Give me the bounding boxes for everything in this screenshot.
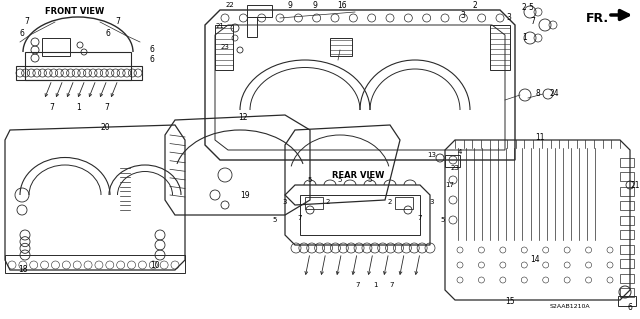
Text: 23: 23 — [221, 44, 229, 50]
Bar — [620, 259, 634, 268]
Bar — [620, 158, 634, 167]
Bar — [620, 274, 634, 283]
Text: 5: 5 — [441, 217, 445, 223]
Bar — [5, 255, 185, 273]
Text: 7: 7 — [418, 215, 422, 221]
Bar — [247, 5, 272, 17]
Text: 4: 4 — [458, 149, 462, 155]
Text: 14: 14 — [530, 256, 540, 264]
Text: 23: 23 — [451, 165, 460, 171]
Text: 19: 19 — [240, 190, 250, 199]
Text: 7: 7 — [531, 18, 536, 26]
Bar — [620, 288, 634, 297]
Text: 1: 1 — [77, 102, 81, 112]
Text: 17: 17 — [445, 182, 454, 188]
Text: FRONT VIEW: FRONT VIEW — [45, 8, 104, 17]
Text: 3: 3 — [429, 199, 435, 205]
Text: 7: 7 — [298, 215, 302, 221]
Text: 6: 6 — [150, 56, 154, 64]
Text: 20: 20 — [100, 123, 110, 132]
Bar — [445, 155, 460, 167]
Bar — [42, 38, 70, 56]
Text: 2: 2 — [472, 1, 477, 10]
Text: 1: 1 — [523, 33, 527, 42]
Text: 21: 21 — [630, 181, 640, 189]
Text: 12: 12 — [238, 114, 248, 122]
Text: 5: 5 — [529, 4, 533, 12]
Bar — [395, 197, 413, 209]
Bar — [300, 195, 420, 235]
Text: 16: 16 — [337, 1, 347, 10]
Text: FR.: FR. — [586, 11, 609, 25]
Text: 21: 21 — [216, 23, 225, 29]
Text: S2AAB1210A: S2AAB1210A — [550, 305, 590, 309]
Text: 18: 18 — [19, 265, 28, 275]
Bar — [330, 38, 352, 56]
Text: 10: 10 — [150, 261, 160, 270]
Bar — [25, 52, 131, 80]
Bar — [618, 296, 636, 306]
Text: 3: 3 — [283, 199, 287, 205]
Text: 5: 5 — [308, 177, 312, 183]
Text: 6: 6 — [150, 46, 154, 55]
Text: 5: 5 — [368, 177, 372, 183]
Text: 22: 22 — [226, 2, 234, 8]
Text: 2: 2 — [326, 199, 330, 205]
Text: 7: 7 — [390, 282, 394, 288]
Text: 5: 5 — [273, 217, 277, 223]
Bar — [620, 245, 634, 254]
Bar — [247, 17, 257, 37]
Text: 3: 3 — [507, 13, 511, 23]
Text: 8: 8 — [536, 90, 540, 99]
Bar — [490, 25, 510, 70]
Text: 9: 9 — [312, 1, 317, 10]
Bar — [620, 173, 634, 182]
Text: 7: 7 — [49, 102, 54, 112]
Text: 7: 7 — [116, 18, 120, 26]
Text: 7: 7 — [356, 282, 360, 288]
Bar — [620, 216, 634, 225]
Text: 6: 6 — [20, 29, 24, 39]
Text: 3: 3 — [461, 11, 465, 19]
Text: 11: 11 — [535, 133, 545, 143]
Bar — [620, 201, 634, 210]
Text: 6: 6 — [628, 303, 632, 313]
Text: 2: 2 — [522, 4, 526, 12]
Bar — [620, 187, 634, 196]
Bar — [620, 230, 634, 239]
Text: REAR VIEW: REAR VIEW — [332, 170, 384, 180]
Text: 6: 6 — [106, 29, 111, 39]
Text: 5: 5 — [338, 177, 342, 183]
Text: 1: 1 — [372, 282, 377, 288]
Text: 7: 7 — [24, 18, 29, 26]
Text: 9: 9 — [287, 1, 292, 10]
Bar — [305, 197, 323, 209]
Bar — [16, 66, 142, 80]
Text: 2: 2 — [388, 199, 392, 205]
Bar — [215, 25, 233, 70]
Text: 7: 7 — [104, 102, 109, 112]
Text: 13: 13 — [428, 152, 436, 158]
Text: 24: 24 — [549, 90, 559, 99]
Text: 15: 15 — [505, 298, 515, 307]
